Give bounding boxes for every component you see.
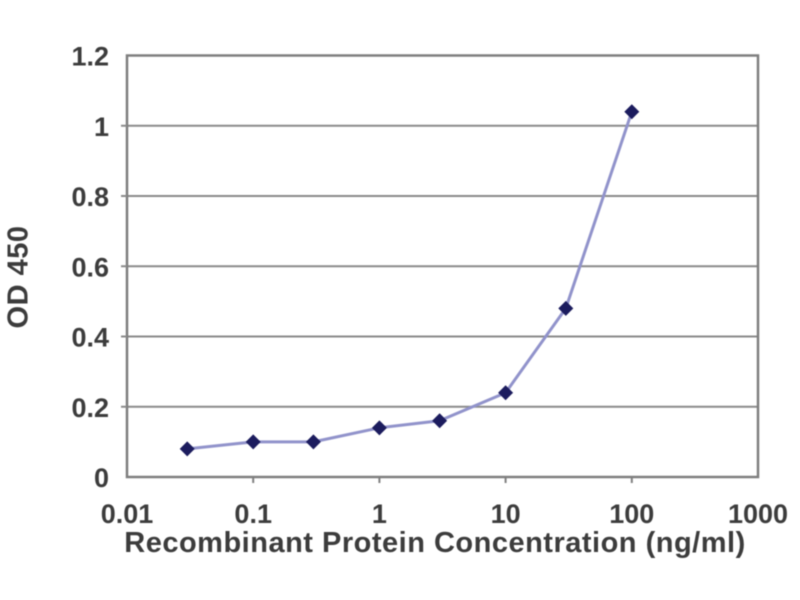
data-point-marker — [432, 413, 448, 429]
data-point-marker — [371, 420, 387, 436]
data-point-marker — [498, 385, 514, 401]
x-tick-label: 1000 — [728, 499, 788, 529]
y-tick-label: 0.8 — [71, 182, 109, 212]
x-tick-label: 0.1 — [234, 499, 272, 529]
x-tick-label: 100 — [609, 499, 654, 529]
y-tick-label: 1 — [94, 112, 109, 142]
data-point-marker — [179, 441, 195, 457]
data-point-marker — [558, 300, 574, 316]
y-tick-label: 0.6 — [71, 252, 109, 282]
y-tick-label: 0 — [94, 463, 109, 493]
y-axis-title: OD 450 — [2, 225, 35, 329]
series-line — [187, 111, 634, 451]
x-tick-label: 10 — [491, 499, 521, 529]
data-point-marker — [305, 434, 321, 450]
x-tick-label: 1 — [372, 499, 387, 529]
y-tick-label: 0.4 — [71, 323, 109, 353]
x-axis-title: Recombinant Protein Concentration (ng/ml… — [124, 527, 746, 559]
x-tick-label: 0.01 — [101, 499, 154, 529]
y-tick-label: 0.2 — [71, 393, 109, 423]
data-point-marker — [624, 104, 640, 120]
y-tick-label: 1.2 — [71, 42, 109, 72]
data-point-marker — [245, 434, 261, 450]
